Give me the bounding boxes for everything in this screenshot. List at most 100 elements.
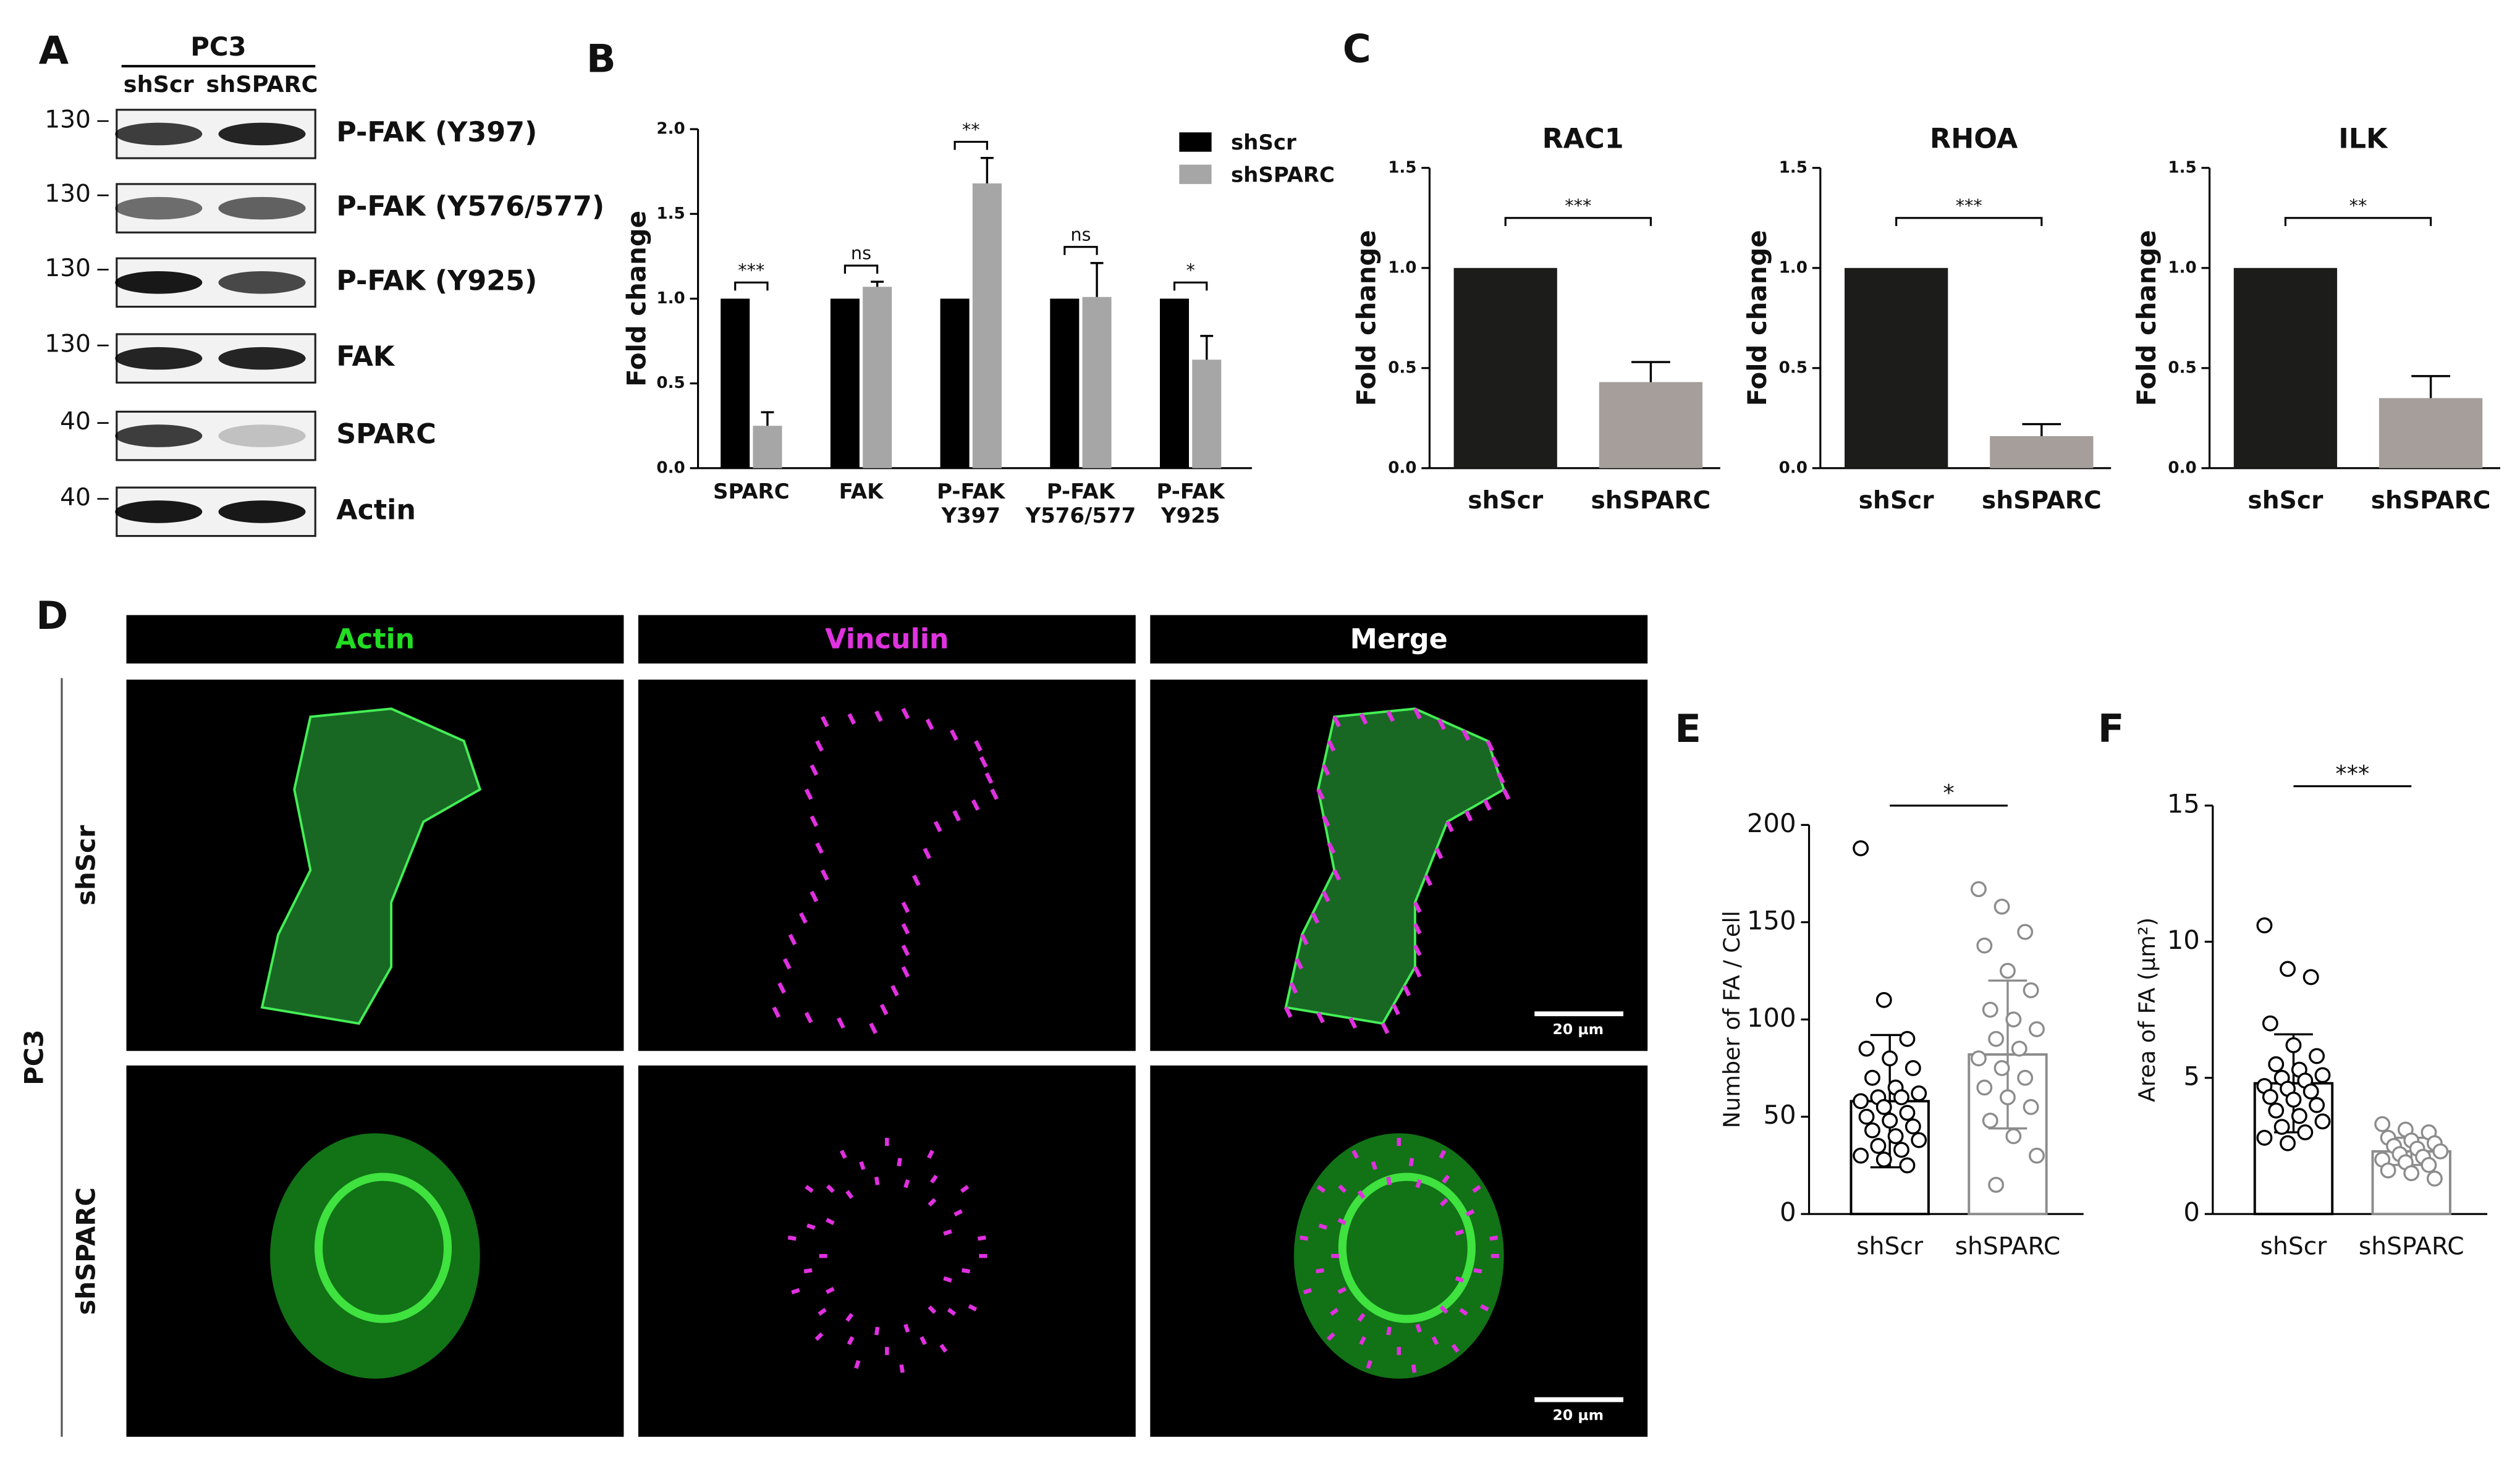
data-point [1864, 1069, 1880, 1086]
vinculin-signal [874, 1176, 880, 1185]
error-bar [761, 411, 774, 426]
significance-label: *** [2335, 760, 2369, 787]
vinculin-signal [1337, 1287, 1347, 1294]
vinculin-signal [1316, 1185, 1326, 1194]
channel-header [638, 615, 1136, 664]
vinculin-signal [845, 1190, 854, 1199]
vinculin-signal [1326, 1332, 1335, 1341]
x-tick-label: P-FAK Y576/577 [1025, 479, 1136, 528]
data-point [2268, 1102, 2285, 1119]
vinculin-signal [1415, 1179, 1422, 1189]
blot-band [218, 122, 306, 146]
vinculin-signal [1300, 1235, 1309, 1241]
vinculin-signal [920, 1336, 927, 1345]
x-tick-label: SPARC [713, 479, 790, 504]
vinculin-signal [1289, 982, 1298, 994]
data-point [1970, 881, 1987, 898]
y-tick-label: 1.5 [1388, 158, 1416, 177]
blot-band [115, 271, 203, 294]
data-point [2256, 1129, 2273, 1146]
y-tick-label: 10 [2167, 925, 2200, 955]
x-tick-label: shSPARC [1982, 487, 2102, 515]
data-point [2309, 1097, 2325, 1113]
x-tick-label: shSPARC [1955, 1233, 2061, 1261]
blot-band [115, 424, 203, 447]
significance-bracket [1504, 217, 1652, 226]
y-tick-label: 2.0 [656, 120, 685, 138]
y-tick-label: 0 [2183, 1197, 2200, 1227]
x-tick-label: P-FAK Y925 [1156, 479, 1225, 528]
vinculin-signal [1483, 799, 1492, 811]
vinculin-signal [1402, 985, 1411, 996]
vinculin-signal [928, 1198, 937, 1207]
bar [1192, 360, 1222, 468]
y-tick-label: 1.0 [2168, 258, 2196, 277]
chart-title: RHOA [1930, 123, 2018, 154]
y-tick-label: 0.5 [2168, 358, 2196, 377]
vinculin-signal [901, 707, 910, 720]
vinculin-signal [1386, 1326, 1392, 1336]
vinculin-signal [1371, 1161, 1377, 1171]
vinculin-signal [911, 874, 921, 886]
blot-band [218, 271, 306, 294]
vinculin-signal [974, 740, 983, 752]
vinculin-signal [928, 1305, 937, 1315]
lane-label: shSPARC [206, 71, 318, 98]
data-point [2262, 1015, 2278, 1032]
significance-bracket [1063, 246, 1098, 255]
vinculin-signal [899, 1364, 905, 1373]
data-point [1875, 1099, 1892, 1115]
data-point [2029, 1147, 2045, 1164]
vinculin-signal [1366, 1360, 1372, 1369]
y-tick-label: 1.5 [2168, 158, 2196, 177]
data-point [1970, 1050, 1987, 1067]
vinculin-signal [805, 1185, 814, 1194]
significance-label: * [1186, 259, 1194, 280]
data-point [2005, 1011, 2022, 1028]
vinculin-signal [1455, 1276, 1465, 1283]
vinculin-signal [1491, 756, 1500, 768]
data-point [1853, 840, 1869, 857]
vinculin-signal [1327, 740, 1336, 752]
y-tick-label: 0 [1780, 1197, 1796, 1227]
vinculin-signal [1413, 707, 1422, 720]
vinculin-signal [820, 715, 829, 728]
data-point [2309, 1048, 2325, 1064]
vinculin-signal [1359, 713, 1368, 725]
data-point [2285, 1092, 2302, 1108]
cell-line: PC3 [190, 32, 246, 62]
data-point [2297, 1124, 2314, 1140]
data-point [2017, 924, 2034, 940]
vinculin-signal [1455, 1229, 1465, 1236]
marker-label: 40 [60, 484, 91, 512]
vinculin-signal [1415, 1323, 1422, 1333]
vinculin-signal [1489, 1235, 1499, 1241]
vinculin-signal [1337, 1218, 1347, 1226]
data-point [2280, 1135, 2296, 1152]
significance-label: *** [1956, 195, 1982, 216]
vinculin-signal [1321, 815, 1330, 827]
vinculin-signal [943, 1229, 952, 1236]
data-point [1976, 937, 1993, 954]
vinculin-signal [897, 1158, 902, 1167]
y-tick-label: 1.5 [656, 204, 685, 223]
bar [940, 298, 970, 468]
vinculin-signal [803, 1268, 813, 1274]
data-point [1911, 1085, 1927, 1101]
vinculin-signal [1465, 1209, 1475, 1217]
vinculin-signal [806, 1223, 816, 1230]
scale-bar-label: 20 μm [1552, 1021, 1604, 1038]
vinculin-signal [1411, 1364, 1417, 1373]
y-tick-label: 0.5 [1779, 358, 1808, 377]
y-axis-label: Fold change [1742, 230, 1772, 406]
bar [721, 298, 750, 468]
chart-title: RAC1 [1542, 123, 1624, 154]
vinculin-signal [782, 958, 792, 970]
bar [2233, 267, 2338, 468]
data-point [2374, 1116, 2391, 1132]
vinculin-signal [788, 933, 797, 946]
blot-band [115, 196, 203, 220]
error-bar [2411, 375, 2450, 398]
bar [972, 183, 1002, 468]
data-point [2314, 1113, 2331, 1130]
